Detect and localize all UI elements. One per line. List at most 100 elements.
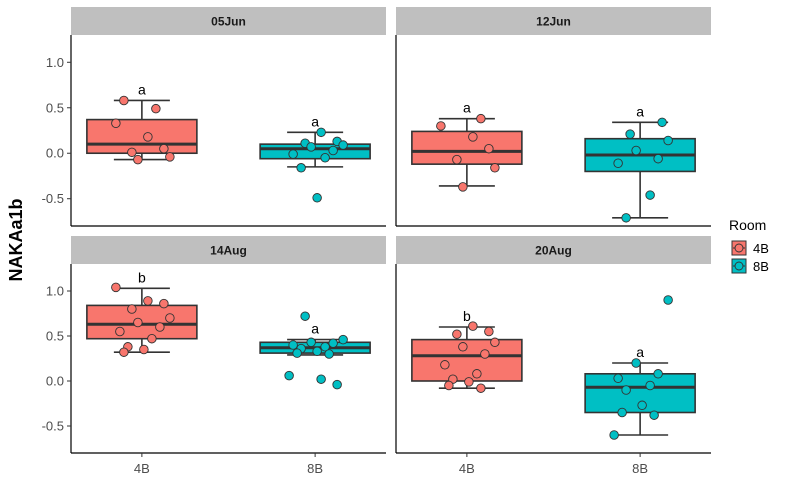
data-point [436, 121, 446, 131]
data-point [653, 153, 663, 164]
data-point [468, 321, 478, 331]
data-point [139, 344, 149, 355]
legend-title: Room [729, 217, 766, 233]
data-point [111, 282, 121, 293]
x-tick-label: 8B [632, 461, 648, 476]
significance-letter: a [636, 103, 644, 119]
data-point [649, 410, 659, 420]
data-point [444, 380, 454, 391]
y-tick-label: 1.0 [46, 55, 64, 70]
data-point [332, 379, 342, 390]
box-4B: a [86, 81, 198, 165]
data-point [631, 145, 641, 156]
significance-letter: a [311, 113, 319, 129]
box-8B: a 8B [259, 311, 371, 476]
facet-panels: 05Jun 1.0 0.5 0.0 -0.5 a a 12Jun a a 14Aug 1.0 0.5 0.… [42, 7, 711, 476]
box-8B: a [584, 103, 696, 223]
data-point [312, 346, 322, 357]
facet-title: 14Aug [210, 244, 247, 258]
data-point [151, 103, 161, 114]
data-point [127, 147, 137, 158]
data-point [288, 340, 298, 350]
data-point [613, 373, 623, 384]
data-point [133, 154, 143, 165]
data-point [328, 145, 338, 156]
data-point [284, 370, 294, 381]
facet-strip [396, 236, 711, 264]
box-iqr [411, 130, 523, 165]
data-point [464, 377, 474, 387]
data-point [155, 322, 165, 332]
facet-title: 05Jun [211, 15, 246, 29]
legend: Room 4B 8B [729, 217, 769, 274]
box-4B: b 4B [411, 308, 523, 476]
data-point [324, 349, 334, 359]
box-4B: a [411, 100, 523, 192]
x-tick-label: 8B [307, 461, 323, 476]
box-8B: a 8B [584, 295, 696, 476]
data-point [316, 374, 326, 384]
data-point [609, 430, 619, 440]
legend-label: 4B [753, 241, 769, 256]
data-point [306, 337, 316, 348]
significance-letter: a [636, 344, 644, 360]
data-point [127, 304, 137, 314]
box-iqr [86, 118, 198, 155]
data-point [115, 326, 125, 337]
x-tick-label: 4B [134, 461, 150, 476]
data-point [613, 158, 623, 168]
significance-letter: b [463, 308, 471, 324]
legend-item-4B: 4B [731, 240, 769, 256]
data-point [617, 407, 627, 418]
data-point [458, 342, 468, 352]
legend-key-point [734, 243, 744, 253]
data-point [663, 295, 673, 305]
y-tick-label: 0.5 [46, 100, 64, 115]
facet-panel-12Jun: 12Jun a a [395, 7, 711, 227]
facet-panel-20Aug: 20Aug b 4B a 8B [395, 236, 711, 476]
data-point [338, 334, 348, 345]
data-point [328, 338, 338, 348]
data-point [440, 360, 450, 370]
data-point [292, 348, 302, 358]
y-tick-label: 0.0 [46, 374, 64, 389]
y-tick-label: -0.5 [42, 419, 64, 434]
facet-title: 20Aug [535, 244, 572, 258]
data-point [484, 143, 494, 154]
facet-panel-14Aug: 14Aug 1.0 0.5 0.0 -0.5 b 4B a 8B [42, 236, 386, 476]
data-point [452, 154, 462, 165]
y-tick-label: 0.5 [46, 329, 64, 344]
data-point [165, 152, 175, 162]
legend-label: 8B [753, 259, 769, 274]
facet-title: 12Jun [536, 15, 571, 29]
data-point [320, 153, 330, 163]
data-point [300, 311, 310, 321]
data-point [306, 142, 316, 152]
data-point [338, 140, 348, 150]
data-point [143, 296, 153, 306]
significance-letter: a [463, 100, 471, 116]
data-point [484, 326, 494, 337]
significance-letter: a [138, 81, 146, 97]
data-point [637, 400, 647, 411]
legend-key-point [734, 261, 744, 271]
y-tick-label: 0.0 [46, 146, 64, 161]
data-point [645, 380, 655, 391]
data-point [119, 95, 129, 106]
data-point [625, 129, 635, 139]
data-point [316, 127, 326, 138]
data-point [452, 329, 462, 339]
data-point [663, 135, 673, 146]
data-point [119, 347, 129, 357]
data-point [631, 358, 641, 368]
data-point [490, 163, 500, 173]
data-point [621, 385, 631, 395]
data-point [320, 342, 330, 352]
box-8B: a [259, 113, 371, 203]
data-point [645, 190, 655, 200]
data-point [165, 313, 175, 323]
data-point [147, 333, 157, 344]
facet-strip [71, 236, 386, 264]
data-point [621, 213, 631, 223]
data-point [653, 369, 663, 379]
